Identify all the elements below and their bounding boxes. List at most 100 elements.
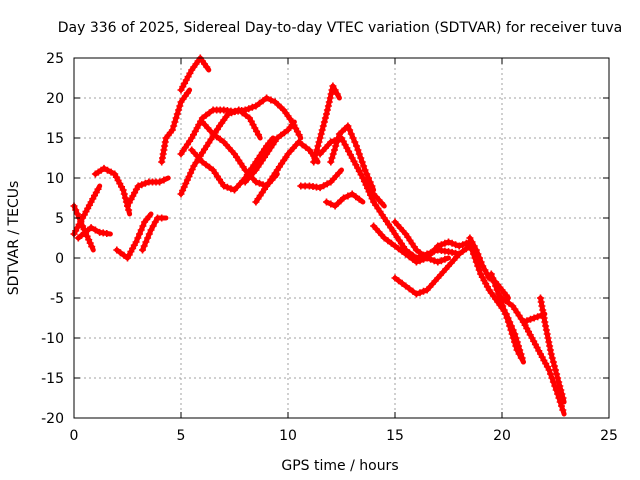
data-point <box>238 109 246 117</box>
data-point <box>513 346 521 354</box>
data-point <box>534 313 542 321</box>
data-point <box>137 226 145 234</box>
data-point <box>558 402 565 410</box>
data-point <box>349 134 357 142</box>
data-point <box>263 94 271 102</box>
x-tick-label: 0 <box>70 428 79 444</box>
data-point <box>359 174 367 182</box>
data-point <box>319 122 327 130</box>
data-series-sat-r <box>310 82 342 166</box>
plot-frame <box>73 57 610 419</box>
data-point <box>147 226 155 234</box>
x-tick-label: 25 <box>600 428 618 444</box>
data-point <box>490 278 498 286</box>
data-point <box>327 158 335 166</box>
data-point <box>502 310 510 318</box>
data-point <box>86 239 94 247</box>
data-point <box>553 370 561 378</box>
data-series-sat-h <box>158 87 193 166</box>
data-series-sat-ab <box>487 270 526 365</box>
data-point <box>138 181 146 189</box>
data-point <box>506 322 514 330</box>
data-point <box>142 238 150 246</box>
data-point <box>144 234 152 242</box>
data-point <box>459 241 467 249</box>
data-point <box>334 135 342 143</box>
series-line <box>242 119 297 185</box>
data-point <box>91 226 99 234</box>
data-point <box>527 315 534 323</box>
data-point <box>313 146 321 154</box>
data-point <box>348 190 356 198</box>
data-point <box>360 162 368 170</box>
data-point <box>87 224 95 232</box>
data-point <box>420 251 427 259</box>
data-point <box>364 184 371 192</box>
data-point <box>470 250 477 258</box>
data-point <box>132 238 140 246</box>
data-point <box>206 109 213 117</box>
data-point <box>216 135 224 143</box>
data-series-sat-ad <box>519 318 567 417</box>
data-point <box>412 290 420 298</box>
data-point <box>333 90 341 98</box>
data-point <box>380 234 388 242</box>
data-point <box>316 184 324 192</box>
data-point <box>547 370 554 378</box>
data-point <box>134 234 142 242</box>
data-point <box>487 270 495 278</box>
data-point <box>391 242 399 250</box>
data-point <box>455 242 463 250</box>
data-point <box>254 131 262 139</box>
data-point <box>505 299 513 307</box>
data-point <box>344 192 352 200</box>
data-point <box>330 137 338 145</box>
data-point <box>139 222 147 230</box>
data-point <box>88 243 96 251</box>
data-point <box>504 318 512 326</box>
data-point <box>328 154 336 162</box>
data-point <box>493 286 501 294</box>
data-point <box>409 255 417 263</box>
y-tick-label: 0 <box>55 251 64 267</box>
data-point <box>512 342 520 350</box>
y-axis-label: SDTVAR / TECUs <box>6 181 22 296</box>
x-tick-label: 5 <box>177 428 186 444</box>
data-point <box>344 122 352 130</box>
data-point <box>555 378 563 386</box>
data-point <box>323 198 330 206</box>
data-point <box>351 138 359 146</box>
data-point <box>378 199 386 207</box>
data-point <box>559 406 567 414</box>
data-point <box>248 103 256 111</box>
data-point <box>423 254 431 262</box>
data-point <box>365 188 373 196</box>
data-point <box>316 134 324 142</box>
data-point <box>353 142 360 150</box>
data-point <box>318 126 326 134</box>
data-series-sat-o <box>263 94 304 141</box>
data-point <box>326 94 334 102</box>
data-series-sat-i <box>177 54 212 94</box>
data-point <box>324 102 332 110</box>
data-point <box>368 195 376 203</box>
data-point <box>511 338 518 346</box>
data-point <box>498 294 506 302</box>
data-point <box>550 362 558 370</box>
data-point <box>245 105 253 113</box>
data-point <box>335 169 343 177</box>
data-point <box>472 258 480 266</box>
data-point <box>323 106 331 114</box>
data-point <box>427 255 435 263</box>
data-point <box>558 390 566 398</box>
data-point <box>224 110 232 118</box>
data-point <box>361 166 369 174</box>
data-point <box>136 230 143 238</box>
data-point <box>489 274 497 282</box>
data-point <box>173 110 181 118</box>
y-tick-label: 25 <box>46 51 64 67</box>
series-layer <box>70 54 567 417</box>
y-tick-label: -15 <box>41 371 64 387</box>
data-point <box>94 185 102 193</box>
data-point <box>220 182 228 190</box>
